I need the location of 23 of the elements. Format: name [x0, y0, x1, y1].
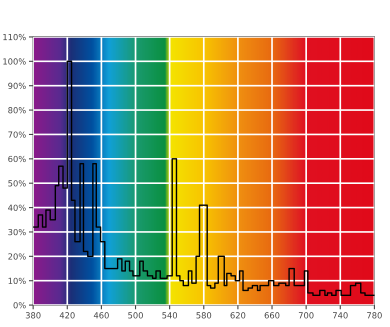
- y-tick-label: 100%: [3, 58, 26, 65]
- x-tick-label: 660: [264, 312, 280, 318]
- y-tick-label: 80%: [8, 107, 26, 114]
- y-tick-label: 20%: [8, 253, 26, 260]
- y-tick-label: 50%: [8, 180, 26, 186]
- x-tick-label: 540: [162, 312, 178, 318]
- x-tick-label: 420: [60, 312, 75, 318]
- y-tick-label: 30%: [8, 228, 26, 236]
- x-tick-label: 500: [128, 312, 143, 318]
- y-tick-label: 110%: [3, 34, 26, 40]
- y-tick-label: 90%: [8, 82, 26, 89]
- x-tick-label: 620: [230, 312, 246, 318]
- y-tick-label: 10%: [8, 278, 26, 284]
- y-tick-label: 40%: [8, 204, 26, 211]
- y-tick-label: 60%: [8, 156, 26, 162]
- x-tick-label: 740: [333, 312, 348, 318]
- y-tick-label: 0%: [14, 302, 26, 308]
- x-tick-label: 460: [94, 312, 109, 318]
- y-tick-label: 70%: [8, 131, 26, 138]
- x-tick-label: 780: [367, 312, 382, 318]
- x-tick-label: 580: [196, 312, 212, 318]
- x-tick-label: 700: [298, 312, 314, 318]
- x-tick-label: 380: [26, 312, 41, 318]
